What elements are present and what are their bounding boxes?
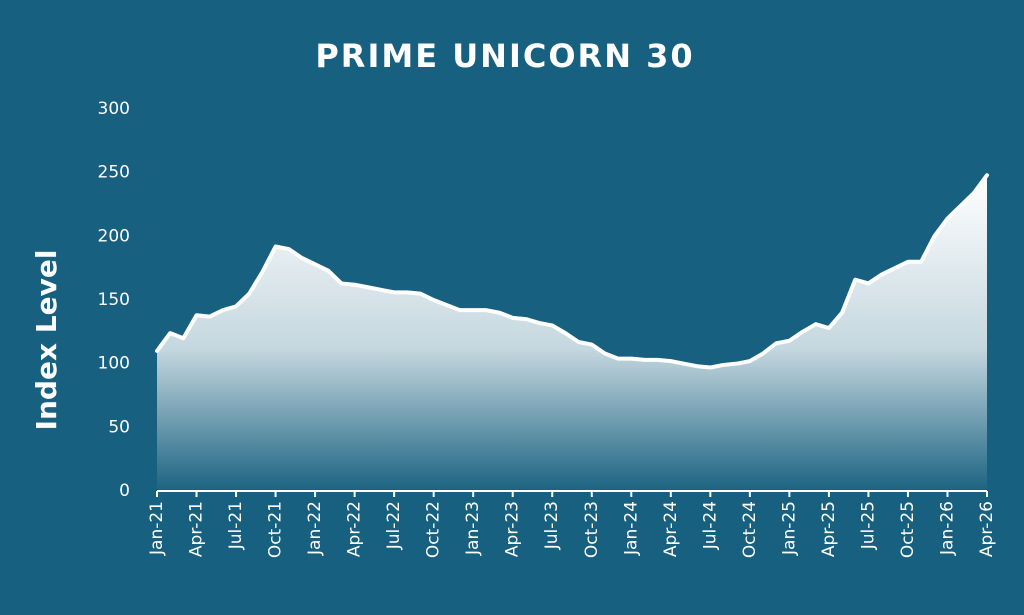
- x-tick-label: Jan-26: [937, 501, 957, 556]
- y-tick-label: 50: [108, 417, 130, 437]
- chart-title: PRIME UNICORN 30: [315, 37, 694, 75]
- x-tick-label: Jul-25: [858, 501, 878, 550]
- x-tick-label: Jan-22: [305, 501, 325, 556]
- y-tick-label: 200: [98, 226, 130, 246]
- x-tick-label: Oct-24: [740, 501, 760, 558]
- y-tick-label: 150: [98, 290, 130, 310]
- x-tick-label: Jul-24: [700, 501, 720, 550]
- area-fill: [157, 175, 987, 492]
- y-tick-label: 300: [98, 99, 130, 119]
- x-tick-label: Jan-24: [621, 501, 641, 556]
- x-tick-label: Apr-24: [661, 501, 681, 557]
- x-tick-label: Jul-22: [384, 501, 404, 550]
- x-tick-label: Apr-23: [503, 501, 523, 557]
- x-tick-label: Jul-23: [542, 501, 562, 550]
- x-tick-label: Apr-26: [977, 501, 997, 557]
- y-tick-label: 0: [119, 481, 130, 501]
- x-tick-label: Jan-21: [147, 501, 167, 556]
- x-tick-label: Apr-21: [187, 501, 207, 557]
- y-tick-label: 250: [98, 163, 130, 183]
- x-tick-label: Oct-21: [266, 501, 286, 558]
- x-tick-label: Oct-25: [898, 501, 918, 558]
- x-tick-label: Jul-21: [226, 501, 246, 550]
- x-tick-label: Jan-25: [779, 501, 799, 556]
- x-tick-label: Jan-23: [463, 501, 483, 556]
- y-tick-label: 100: [98, 354, 130, 374]
- area-line: [155, 173, 989, 370]
- x-tick-label: Oct-23: [582, 501, 602, 558]
- y-axis-title: Index Level: [30, 250, 63, 431]
- x-tick-label: Apr-22: [345, 501, 365, 557]
- x-tick-label: Apr-25: [819, 501, 839, 557]
- x-tick-label: Oct-22: [424, 501, 444, 558]
